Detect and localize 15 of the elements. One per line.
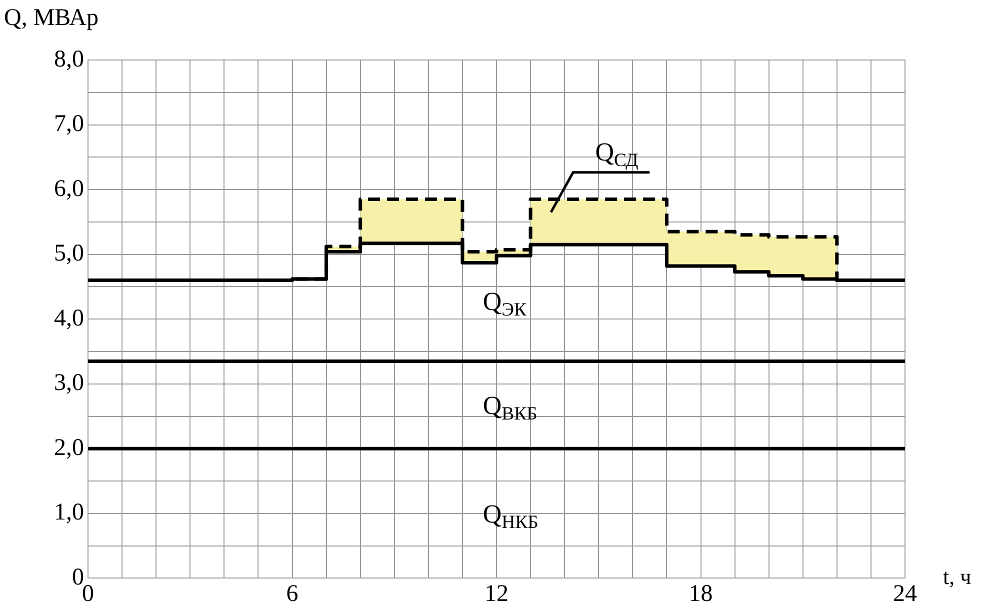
y-tick-label: 3,0 xyxy=(54,370,84,396)
x-axis-title: t, ч xyxy=(943,564,972,590)
y-tick-label: 0 xyxy=(72,564,84,590)
y-tick-label: 1,0 xyxy=(54,500,84,526)
x-tick-label: 6 xyxy=(286,580,298,607)
y-tick-label: 8,0 xyxy=(54,46,84,72)
y-tick-label: 7,0 xyxy=(54,111,84,138)
y-tick-label: 2,0 xyxy=(54,434,84,461)
y-tick-label: 6,0 xyxy=(54,176,84,202)
y-axis-title: Q, МВАр xyxy=(4,5,98,31)
x-tick-label: 18 xyxy=(688,580,713,607)
x-tick-label: 24 xyxy=(893,580,917,607)
x-tick-label: 12 xyxy=(484,580,508,607)
y-tick-label: 5,0 xyxy=(54,240,84,267)
y-tick-label: 4,0 xyxy=(54,305,84,332)
